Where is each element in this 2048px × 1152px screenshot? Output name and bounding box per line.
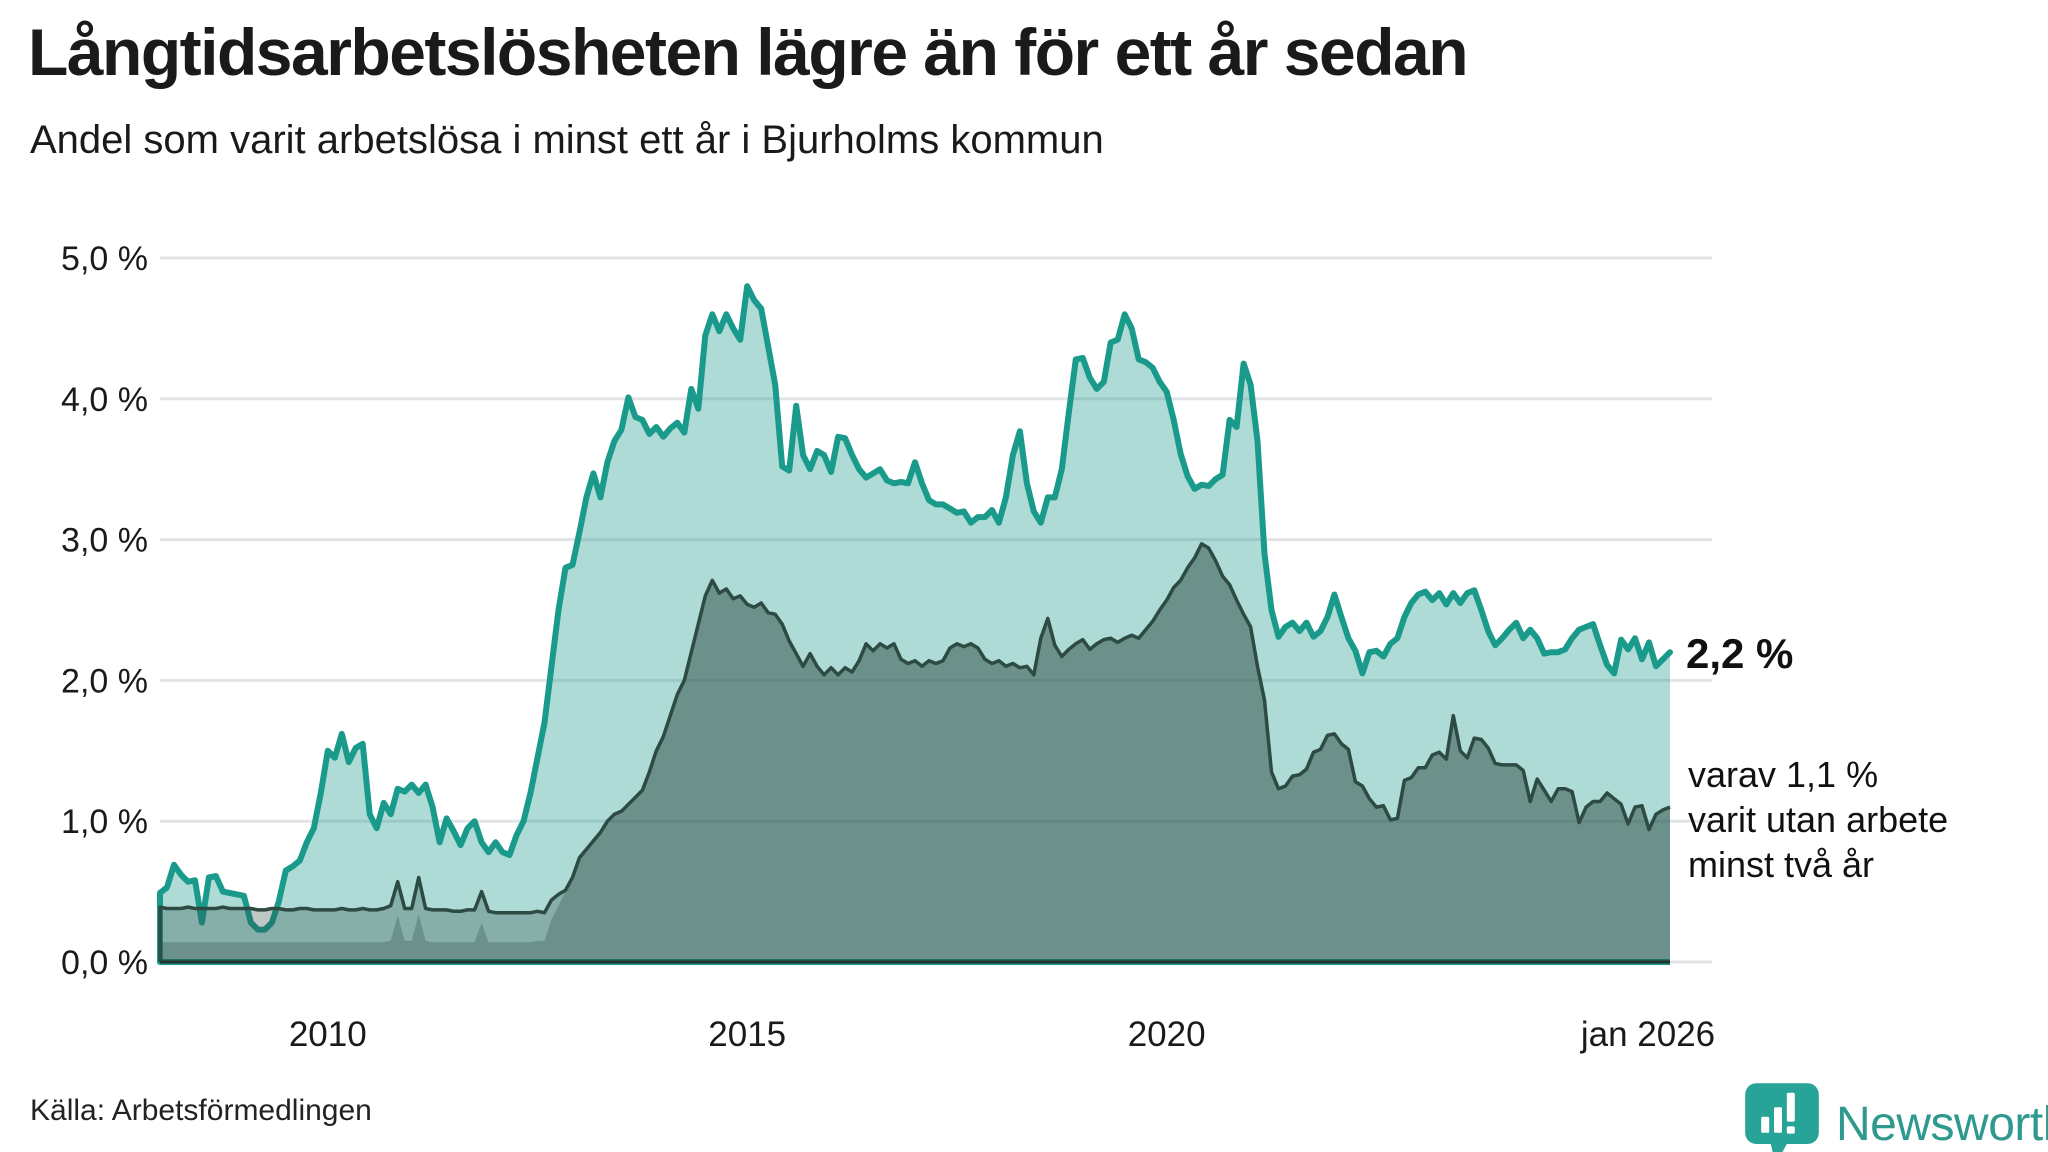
page-title: Långtidsarbetslösheten lägre än för ett … — [28, 15, 1469, 89]
x-axis-tick-label: 2010 — [289, 1015, 367, 1054]
newsworthy-logo-text: Newsworthy — [1836, 1097, 2048, 1151]
line-unemployed-1yr — [157, 283, 1673, 965]
newsworthy-logo-icon — [1745, 1083, 1819, 1152]
y-axis-tick-label: 5,0 % — [61, 240, 148, 278]
secondary-line-3: minst två år — [1688, 844, 1875, 885]
newsworthy-logo: Newsworthy — [1742, 1080, 2048, 1152]
secondary-value-label: varav 1,1 % varit utan arbete minst två … — [1688, 752, 1948, 887]
y-axis-tick-label: 3,0 % — [61, 522, 148, 560]
area-unemployed-2yr — [160, 543, 1670, 962]
x-axis-tick-label: 2015 — [708, 1015, 786, 1054]
y-axis-tick-label: 4,0 % — [61, 381, 148, 419]
x-axis-tick-label: 2020 — [1128, 1015, 1206, 1054]
line-unemployed-2yr — [158, 542, 1671, 962]
area-unemployed-1yr — [160, 286, 1670, 962]
secondary-line-2: varit utan arbete — [1688, 799, 1949, 840]
base-shade-band — [160, 543, 1670, 962]
secondary-line-1: varav 1,1 % — [1688, 754, 1879, 795]
latest-value-label: 2,2 % — [1686, 630, 1794, 677]
chart-subtitle: Andel som varit arbetslösa i minst ett å… — [30, 118, 1104, 162]
y-axis-tick-label: 1,0 % — [61, 803, 148, 841]
y-axis-tick-label: 0,0 % — [61, 944, 148, 982]
y-axis-tick-label: 2,0 % — [61, 662, 148, 700]
x-axis-tick-label: jan 2026 — [1580, 1015, 1715, 1054]
source-credit: Källa: Arbetsförmedlingen — [30, 1094, 372, 1127]
